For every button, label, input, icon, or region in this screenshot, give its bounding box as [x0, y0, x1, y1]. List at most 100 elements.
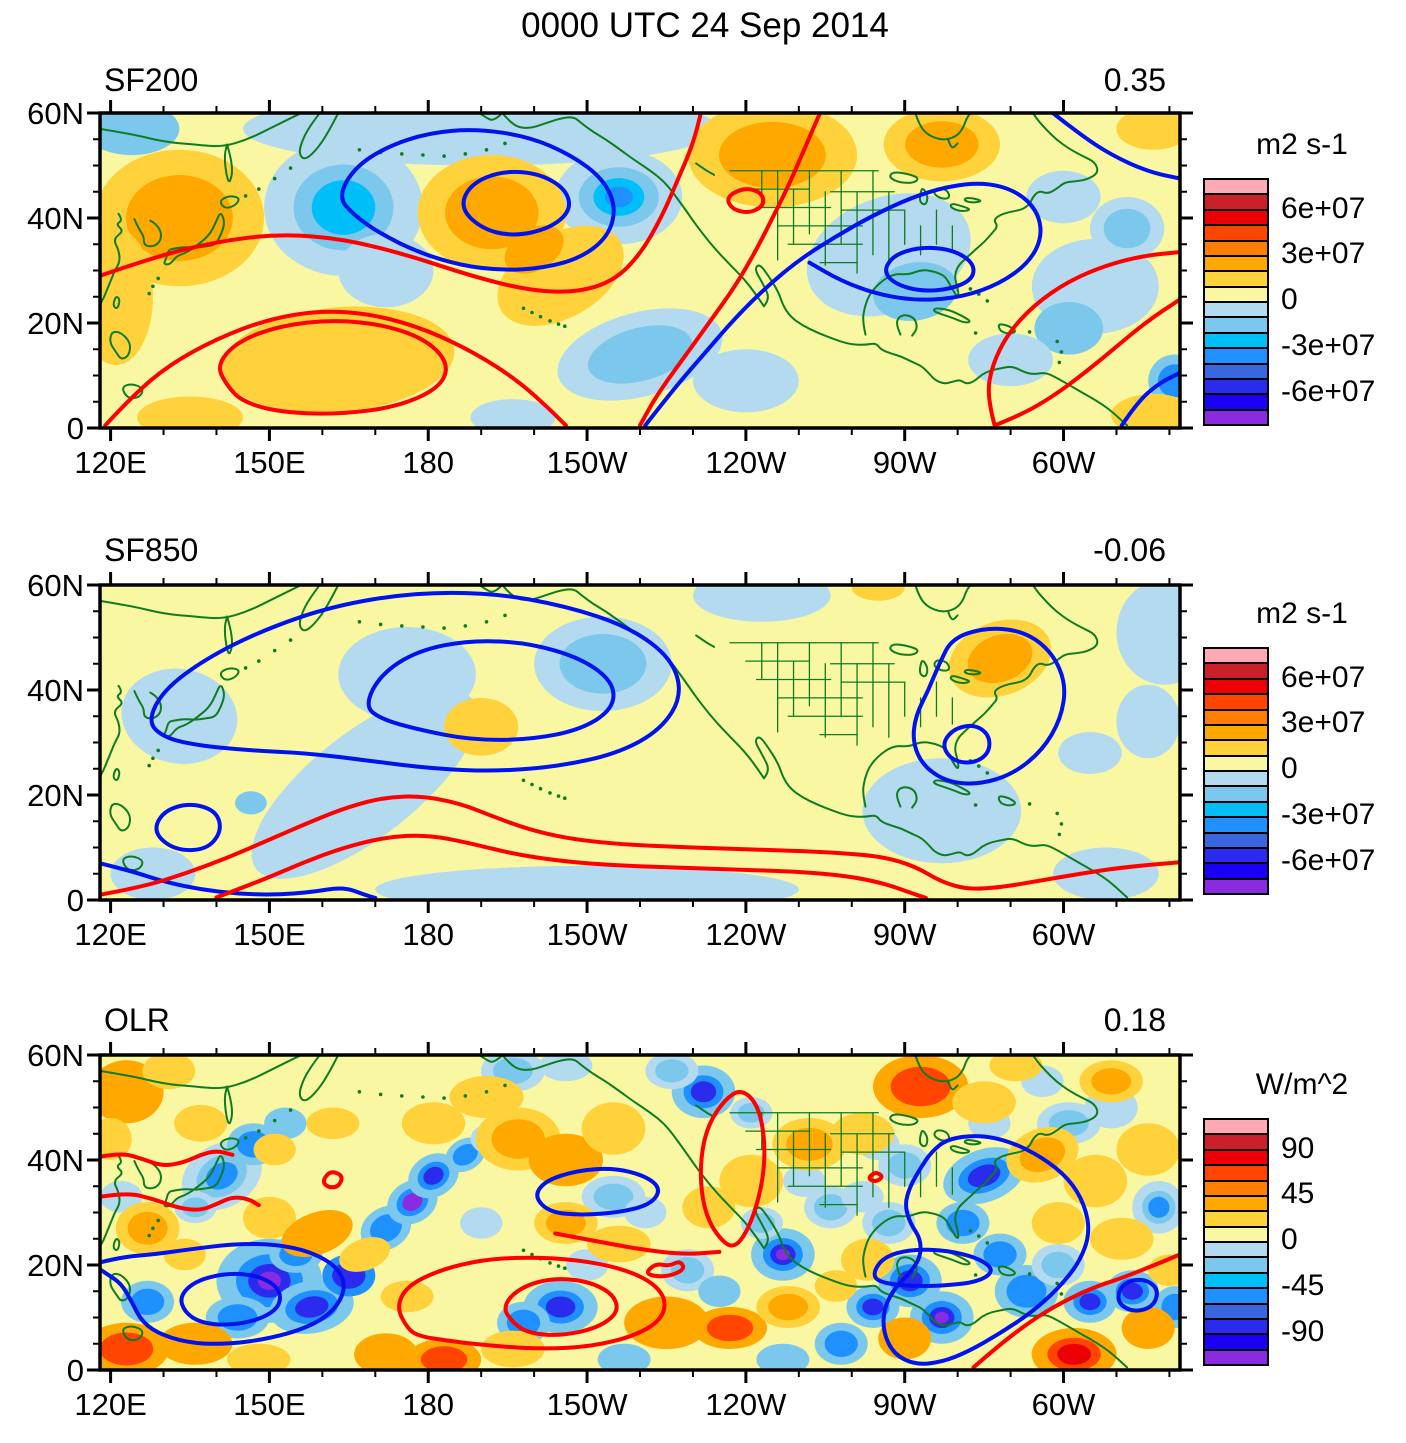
colorbar-tick-label: -3e+07 — [1281, 797, 1376, 831]
contour-lines-positive — [100, 794, 1180, 900]
colorbar-tick-label: 45 — [1281, 1177, 1315, 1211]
colorbar-segment — [1205, 1227, 1267, 1243]
colorbar-segment — [1205, 679, 1267, 696]
x-tick-label: 120E — [74, 917, 146, 952]
colorbar-segment — [1205, 318, 1267, 334]
colorbar-olr — [1203, 1118, 1269, 1366]
colorbar-segment — [1205, 1120, 1267, 1136]
x-tick-label: 180 — [402, 1387, 454, 1422]
x-tick-label: 150E — [233, 1387, 305, 1422]
colorbar-tick-label: 3e+07 — [1281, 237, 1366, 271]
colorbar-segment — [1205, 333, 1267, 350]
contour-lines-negative — [100, 590, 1067, 900]
x-tick-label: 120E — [74, 1387, 146, 1422]
colorbar-segment — [1205, 1166, 1267, 1182]
colorbar-segment — [1205, 1319, 1267, 1336]
colorbar-segment — [1205, 1181, 1267, 1197]
axis-tick-labels: 120E 150E 180 150W 120W 90W 60W 60N 40N 20N 0 — [27, 568, 1096, 952]
axes-frame — [87, 572, 1193, 913]
colorbar-segment — [1205, 256, 1267, 273]
colorbar-segment — [1205, 1350, 1267, 1364]
coastlines — [100, 585, 1129, 899]
colorbar-segment — [1205, 802, 1267, 819]
colorbar-segment — [1205, 1212, 1267, 1228]
colorbar-segment — [1205, 1196, 1267, 1213]
colorbar-unit-sf850: m2 s-1 — [1256, 597, 1348, 630]
x-tick-label: 120W — [705, 1387, 787, 1422]
contour-lines-positive — [100, 1090, 1180, 1370]
colorbar-tick-label: 6e+07 — [1281, 191, 1366, 225]
colorbar-segment — [1205, 664, 1267, 680]
axes-frame — [87, 1042, 1193, 1383]
colorbar-segment — [1205, 364, 1267, 380]
panel-label-olr: OLR — [104, 1002, 170, 1038]
x-tick-label: 60W — [1032, 917, 1096, 952]
colorbar-segment — [1205, 1135, 1267, 1151]
y-tick-label: 0 — [67, 1353, 84, 1388]
map-olr: 120E 150E 180 150W 120W 90W 60W 60N 40N 20N 0 — [27, 1038, 1193, 1422]
colorbar-tick-label: -6e+07 — [1281, 374, 1376, 408]
x-tick-label: 180 — [402, 445, 454, 480]
colorbar-segment — [1205, 1304, 1267, 1320]
colorbar-tick-label: -90 — [1281, 1314, 1325, 1348]
colorbar-segment — [1205, 833, 1267, 849]
colorbar-tick-label: 0 — [1281, 752, 1298, 785]
x-tick-label: 90W — [873, 917, 937, 952]
colorbar-sf850 — [1203, 647, 1269, 895]
colorbar-segment — [1205, 725, 1267, 742]
map-sf200: 120E 150E 180 150W 120W 90W 60W 60N 40N 20N 0 — [27, 96, 1193, 480]
colorbar-tick-label: -3e+07 — [1281, 328, 1376, 362]
panel-correlation-sf850: -0.06 — [1093, 532, 1166, 568]
panel-label-sf200: SF200 — [104, 62, 199, 98]
colorbar-segment — [1205, 379, 1267, 396]
colorbar-segment — [1205, 395, 1267, 411]
contour-lines-positive — [100, 113, 1180, 428]
colorbar-segment — [1205, 710, 1267, 726]
colorbar-segment — [1205, 864, 1267, 880]
colorbar-segment — [1205, 226, 1267, 242]
colorbar-segment — [1205, 1289, 1267, 1305]
x-tick-label: 150W — [547, 445, 629, 480]
colorbar-segment — [1205, 741, 1267, 757]
x-tick-label: 90W — [873, 445, 937, 480]
colorbar-segment — [1205, 1243, 1267, 1259]
x-tick-label: 60W — [1032, 1387, 1096, 1422]
colorbar-segment — [1205, 287, 1267, 303]
map-content — [100, 113, 1180, 428]
colorbar-sf200 — [1203, 178, 1269, 426]
map-content — [100, 585, 1180, 900]
panel-correlation-sf200: 0.35 — [1103, 62, 1166, 98]
colorbar-segment — [1205, 210, 1267, 227]
contour-lines-negative — [340, 113, 1180, 428]
colorbar-segment — [1205, 303, 1267, 319]
figure-title: 0000 UTC 24 Sep 2014 — [521, 6, 889, 45]
y-tick-label: 40N — [27, 201, 84, 236]
y-tick-label: 60N — [27, 568, 84, 603]
colorbar-segment — [1205, 349, 1267, 365]
x-tick-label: 150W — [547, 917, 629, 952]
colorbar-tick-label: 0 — [1281, 283, 1298, 316]
contour-lines-negative — [100, 1134, 1159, 1366]
colorbar-tick-label: 90 — [1281, 1131, 1315, 1165]
axis-tick-labels: 120E 150E 180 150W 120W 90W 60W 60N 40N 20N 0 — [27, 96, 1096, 480]
y-tick-label: 60N — [27, 1038, 84, 1073]
colorbar-segment — [1205, 879, 1267, 893]
colorbar-segment — [1205, 695, 1267, 711]
y-tick-label: 20N — [27, 1248, 84, 1283]
colorbar-tick-label: 6e+07 — [1281, 660, 1366, 694]
axes-frame — [87, 100, 1193, 441]
x-tick-label: 120E — [74, 445, 146, 480]
x-tick-label: 150W — [547, 1387, 629, 1422]
x-tick-label: 150E — [233, 445, 305, 480]
panel-label-sf850: SF850 — [104, 532, 199, 568]
colorbar-segment — [1205, 195, 1267, 211]
fill-anomalies — [100, 1055, 1180, 1370]
axis-tick-labels: 120E 150E 180 150W 120W 90W 60W 60N 40N 20N 0 — [27, 1038, 1096, 1422]
colorbar-tick-label: 0 — [1281, 1223, 1298, 1256]
map-content — [100, 1055, 1180, 1370]
colorbar-segment — [1205, 649, 1267, 665]
x-tick-label: 90W — [873, 1387, 937, 1422]
colorbar-segment — [1205, 1335, 1267, 1351]
y-tick-label: 0 — [67, 883, 84, 918]
